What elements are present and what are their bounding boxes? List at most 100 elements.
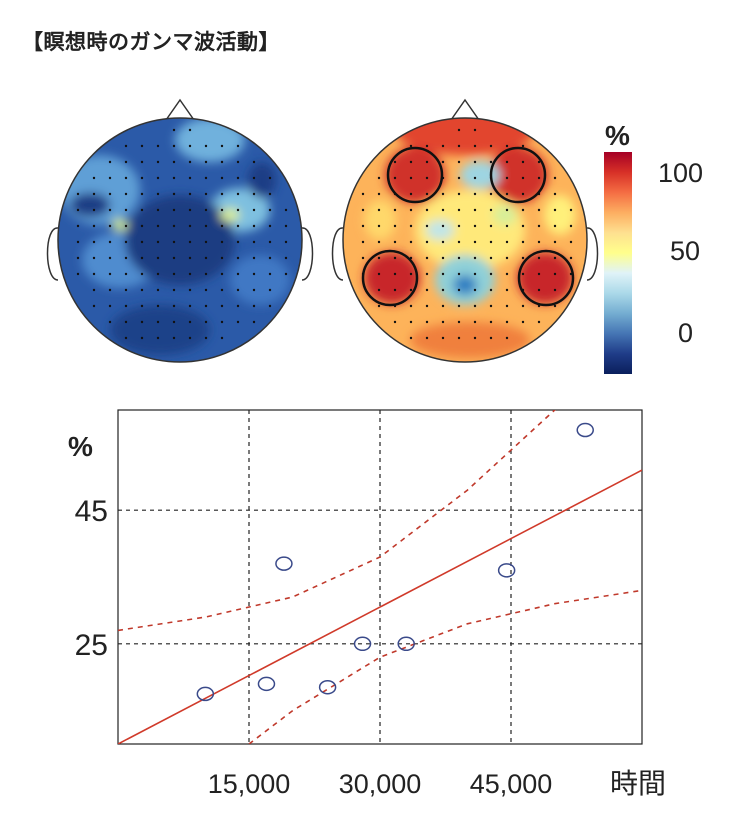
electrode-dot <box>188 144 192 148</box>
electrode-dot <box>409 288 413 292</box>
electrode-dot <box>124 320 128 324</box>
electrode-dot <box>220 144 224 148</box>
electrode-dot <box>188 336 192 340</box>
electrode-dot <box>537 272 541 276</box>
electrode-dot <box>457 304 461 308</box>
electrode-dot <box>409 144 413 148</box>
electrode-dot <box>569 256 573 260</box>
electrode-dot <box>76 272 80 276</box>
electrode-dot <box>252 192 256 196</box>
electrode-dot <box>361 256 365 260</box>
electrode-dot <box>441 224 445 228</box>
electrode-dot <box>377 208 381 212</box>
electrode-dot <box>521 176 525 180</box>
electrode-dot <box>441 288 445 292</box>
electrode-dot <box>489 272 493 276</box>
electrode-dot <box>489 224 493 228</box>
electrode-dot <box>409 240 413 244</box>
topomap-right <box>331 98 599 363</box>
electrode-dot <box>425 160 429 164</box>
electrode-dot <box>268 192 272 196</box>
electrode-dot <box>393 288 397 292</box>
electrode-dot <box>156 304 160 308</box>
electrode-dot <box>457 256 461 260</box>
electrode-dot <box>489 256 493 260</box>
electrode-dot <box>521 256 525 260</box>
electrode-dot <box>457 144 461 148</box>
electrode-dot <box>124 240 128 244</box>
electrode-dot <box>220 192 224 196</box>
x-tick-label: 30,000 <box>339 769 422 799</box>
colorbar-gradient <box>604 152 632 374</box>
electrode-dot <box>188 256 192 260</box>
electrode-dot <box>553 240 557 244</box>
electrode-dot <box>425 144 429 148</box>
x-tick-label: 45,000 <box>470 769 553 799</box>
highlight-circle <box>517 249 575 307</box>
electrode-dot <box>473 320 477 324</box>
electrode-dot <box>188 208 192 212</box>
electrode-dot <box>409 272 413 276</box>
electrode-dot <box>252 256 256 260</box>
ci-upper-line <box>118 410 557 632</box>
electrode-dot <box>204 144 208 148</box>
electrode-dot <box>505 256 509 260</box>
electrode-dot <box>204 208 208 212</box>
electrode-dot <box>236 208 240 212</box>
electrode-dot <box>505 304 509 308</box>
electrode-dot <box>505 144 509 148</box>
electrode-dot <box>156 272 160 276</box>
electrode-dot <box>489 160 493 164</box>
electrode-dot <box>92 304 96 308</box>
electrode-dot <box>92 256 96 260</box>
electrode-dot <box>124 288 128 292</box>
electrode-dot <box>457 224 461 228</box>
electrode-dot <box>156 208 160 212</box>
electrode-dot <box>124 256 128 260</box>
electrode-dot <box>172 208 176 212</box>
electrode-dot <box>361 224 365 228</box>
data-point <box>196 686 215 702</box>
electrode-dot <box>441 336 445 340</box>
electrode-dot <box>124 144 128 148</box>
electrode-dot <box>361 192 365 196</box>
electrode-dot <box>505 160 509 164</box>
electrode-dot <box>172 336 176 340</box>
head-outline-left <box>57 117 303 363</box>
electrode-dot <box>489 208 493 212</box>
electrode-dot <box>537 256 541 260</box>
electrode-dot <box>252 160 256 164</box>
electrode-dot <box>284 224 288 228</box>
electrode-dot <box>457 288 461 292</box>
electrode-dot <box>188 192 192 196</box>
nose-left <box>165 98 195 121</box>
electrode-dot <box>425 192 429 196</box>
electrode-dot <box>156 336 160 340</box>
electrode-dot <box>441 272 445 276</box>
electrode-dot <box>204 192 208 196</box>
electrode-dot <box>204 320 208 324</box>
electrode-dot <box>252 272 256 276</box>
electrode-dot <box>220 208 224 212</box>
electrode-dot <box>92 176 96 180</box>
electrode-dot <box>156 288 160 292</box>
electrode-dot <box>473 304 477 308</box>
electrode-dot <box>204 160 208 164</box>
electrode-dot <box>124 272 128 276</box>
electrode-dot <box>537 288 541 292</box>
electrode-dot <box>140 256 144 260</box>
electrode-dot <box>441 192 445 196</box>
electrode-dot <box>537 160 541 164</box>
electrode-dot <box>140 272 144 276</box>
electrode-dot <box>252 304 256 308</box>
electrode-dot <box>236 320 240 324</box>
electrode-dot <box>425 208 429 212</box>
electrode-dot <box>425 288 429 292</box>
electrode-dot <box>92 272 96 276</box>
electrode-dot <box>505 176 509 180</box>
electrode-dot <box>425 320 429 324</box>
electrode-dot <box>204 176 208 180</box>
electrode-dot <box>236 288 240 292</box>
electrode-dot <box>124 160 128 164</box>
electrode-dot <box>489 240 493 244</box>
